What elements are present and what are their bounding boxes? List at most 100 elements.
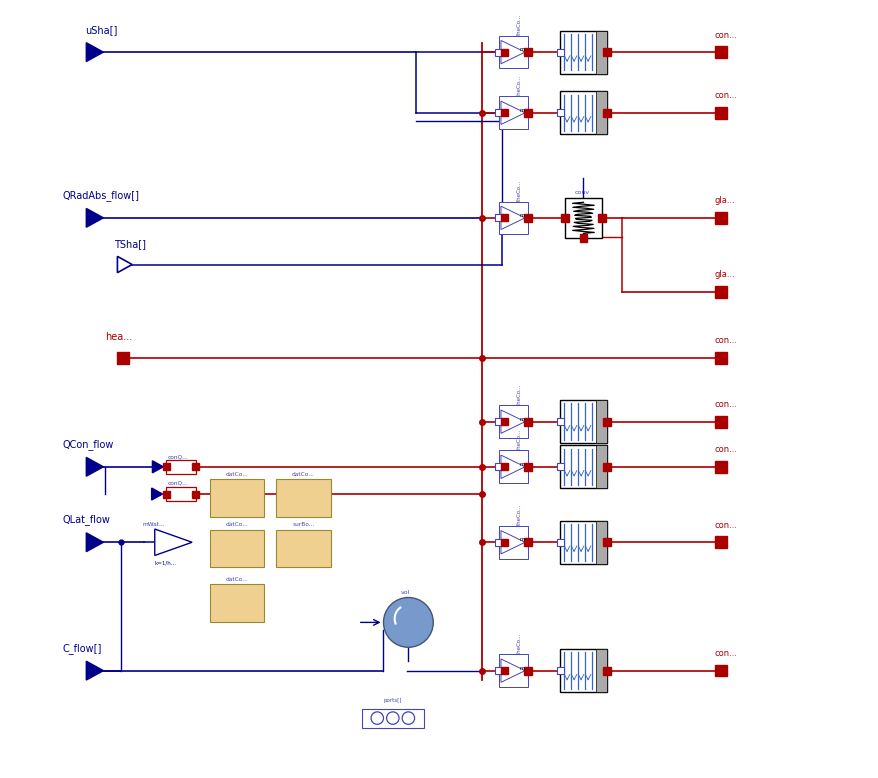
Text: datCo...: datCo...	[291, 472, 314, 477]
Text: C_flow[]: C_flow[]	[63, 643, 102, 654]
Text: m: m	[519, 417, 524, 422]
Bar	[595, 401, 606, 443]
Text: uSha[]: uSha[]	[85, 25, 118, 35]
Text: theCo...: theCo...	[516, 384, 521, 405]
Bar	[523, 538, 531, 546]
Text: k=1/h...: k=1/h...	[155, 561, 176, 566]
Text: m: m	[519, 47, 524, 52]
Bar	[498, 36, 528, 68]
Text: QCon_flow: QCon_flow	[63, 439, 114, 450]
Bar	[559, 445, 606, 489]
Bar	[715, 286, 726, 298]
Bar	[595, 445, 606, 489]
Bar	[500, 215, 507, 222]
Bar	[166, 460, 196, 474]
Polygon shape	[500, 659, 524, 682]
Text: theCo...: theCo...	[516, 429, 521, 450]
Text: theCo...: theCo...	[516, 14, 521, 35]
Bar	[602, 538, 610, 546]
Bar	[595, 92, 606, 135]
Text: theCo...: theCo...	[516, 633, 521, 654]
Bar	[498, 202, 528, 234]
Text: vol: vol	[400, 591, 410, 595]
Bar	[210, 530, 264, 567]
Bar	[595, 521, 606, 563]
Bar	[565, 198, 601, 238]
Text: surBo...: surBo...	[291, 523, 314, 527]
Text: QLat_flow: QLat_flow	[63, 514, 111, 525]
Bar	[117, 352, 128, 363]
Polygon shape	[500, 206, 524, 230]
Bar	[715, 664, 726, 676]
Bar	[595, 30, 606, 74]
Bar	[602, 109, 610, 117]
Text: con...: con...	[714, 649, 737, 658]
Bar	[523, 463, 531, 471]
Bar	[715, 415, 726, 428]
Bar	[494, 215, 501, 222]
Bar	[500, 49, 507, 56]
Bar	[523, 214, 531, 222]
Bar	[715, 537, 726, 548]
Bar	[523, 48, 531, 56]
Bar	[210, 479, 264, 517]
Text: mWat...: mWat...	[142, 522, 165, 527]
Circle shape	[386, 712, 399, 724]
Bar	[556, 463, 563, 470]
Bar	[579, 234, 587, 242]
Bar	[523, 109, 531, 117]
Polygon shape	[500, 455, 524, 478]
Text: conQ...: conQ...	[168, 454, 189, 459]
Text: theCo...: theCo...	[516, 504, 521, 525]
Text: datCo...: datCo...	[226, 577, 248, 582]
Text: con...: con...	[714, 91, 737, 100]
Bar	[602, 463, 610, 471]
Text: QRadAbs_flow[]: QRadAbs_flow[]	[63, 190, 140, 201]
Bar	[602, 418, 610, 426]
Text: datCo...: datCo...	[226, 523, 248, 527]
Polygon shape	[155, 529, 192, 555]
Bar	[560, 214, 568, 222]
Text: m: m	[519, 538, 524, 542]
Polygon shape	[500, 40, 524, 64]
Polygon shape	[86, 457, 104, 476]
Polygon shape	[86, 533, 104, 552]
Polygon shape	[152, 461, 163, 473]
Bar	[715, 352, 726, 363]
Bar	[559, 649, 606, 692]
Bar	[556, 419, 563, 425]
Text: m: m	[519, 462, 524, 467]
Text: conv: conv	[573, 191, 589, 195]
Polygon shape	[86, 209, 104, 227]
Bar	[559, 30, 606, 74]
Text: hea...: hea...	[104, 332, 132, 342]
Bar	[556, 110, 563, 116]
Text: gla...: gla...	[714, 270, 735, 279]
Text: con...: con...	[714, 520, 737, 530]
Bar	[715, 212, 726, 224]
Circle shape	[402, 712, 414, 724]
Bar	[494, 110, 501, 116]
Bar	[559, 521, 606, 563]
Polygon shape	[118, 257, 132, 272]
Bar	[500, 110, 507, 116]
Bar	[595, 649, 606, 692]
Bar	[715, 461, 726, 473]
Bar	[494, 538, 501, 546]
Bar	[523, 418, 531, 426]
Bar	[523, 667, 531, 675]
Bar	[498, 96, 528, 129]
Text: m: m	[519, 666, 524, 671]
Bar	[192, 463, 199, 470]
Bar	[556, 668, 563, 674]
Bar	[361, 709, 423, 728]
Bar	[276, 479, 330, 517]
Text: gla...: gla...	[714, 196, 735, 205]
Polygon shape	[500, 410, 524, 433]
Bar	[556, 538, 563, 546]
Text: conQ...: conQ...	[168, 481, 189, 485]
Bar	[715, 47, 726, 58]
Bar	[500, 668, 507, 674]
Text: con...: con...	[714, 445, 737, 454]
Text: con...: con...	[714, 400, 737, 409]
